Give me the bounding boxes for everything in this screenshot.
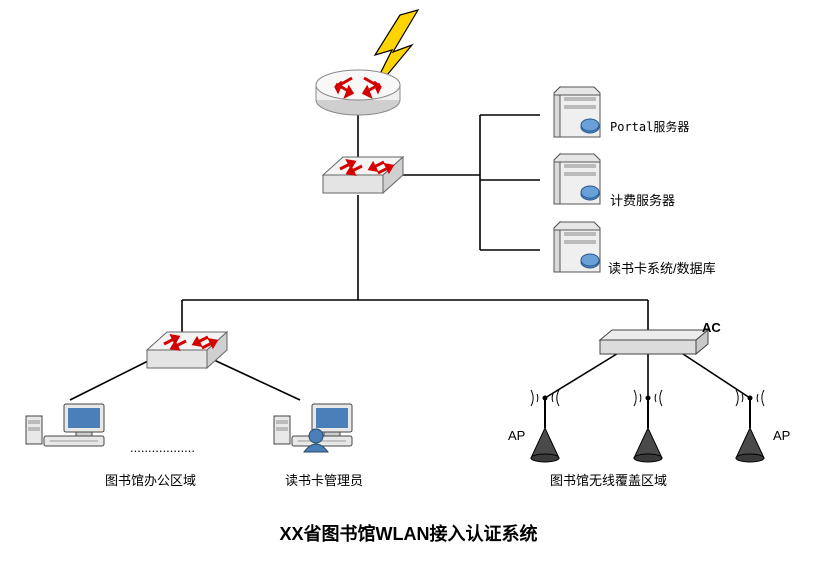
core-switch-icon — [323, 157, 403, 193]
card-db-server-icon — [554, 222, 600, 272]
portal-server-icon — [554, 87, 600, 137]
ap1-icon — [531, 390, 559, 462]
office-zone-label: 图书馆办公区域 — [105, 470, 196, 489]
ap-left-label: AP — [508, 428, 525, 443]
wireless-zone-label: 图书馆无线覆盖区域 — [550, 470, 667, 489]
ac-icon — [600, 330, 708, 354]
pc-left-icon — [26, 404, 104, 446]
ac-label: AC — [702, 320, 721, 335]
card-admin-label: 读书卡管理员 — [285, 470, 363, 489]
pc-admin-icon — [274, 404, 352, 452]
diagram-title: XX省图书馆WLAN接入认证系统 — [0, 520, 817, 546]
ap2-icon — [634, 390, 662, 462]
billing-server-label: 计费服务器 — [610, 190, 675, 209]
billing-server-icon — [554, 154, 600, 204]
card-db-server-label: 读书卡系统/数据库 — [608, 258, 716, 277]
left-switch-icon — [147, 332, 227, 368]
portal-server-label: Portal服务器 — [610, 118, 689, 135]
dots-label: .................. — [130, 440, 195, 455]
ap-right-label: AP — [773, 428, 790, 443]
ap3-icon — [736, 390, 764, 462]
diagram-stage: Portal服务器 计费服务器 读书卡系统/数据库 AC AP AP 图书馆办公… — [0, 0, 817, 563]
router-icon — [316, 70, 400, 115]
